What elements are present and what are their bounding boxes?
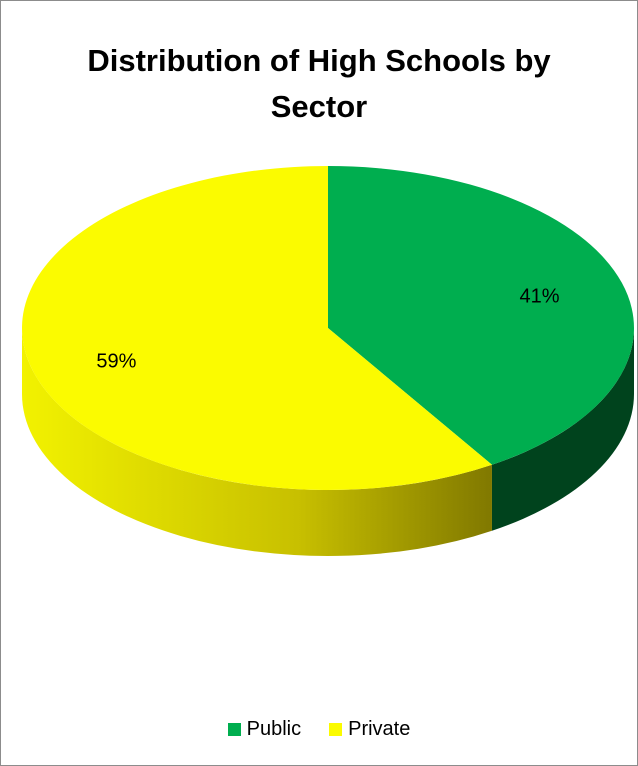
chart-title-line-1: Distribution of High Schools by [87,43,551,78]
pie-slice-public [328,166,634,465]
legend-label-public: Public [246,718,302,740]
pie-side-public [491,328,634,531]
legend-label-private: Private [348,718,411,740]
chart-title-line-2: Sector [270,89,368,124]
data-label-public: 41% [520,285,560,307]
legend-swatch-private [329,723,343,736]
pie-tops [21,166,634,490]
chart-title: Distribution of High Schools by Sector [0,38,638,130]
legend-swatch-public [227,723,241,736]
data-label-private: 59% [96,351,136,373]
pie-slice-private [21,166,492,490]
legend-item-public: Public [227,718,302,741]
pie-sides [22,328,634,556]
legend-item-private: Private [329,718,410,741]
pie-labels: 41% 59% [96,285,559,372]
legend: Public Private [0,718,638,741]
pie-side-private [22,328,492,556]
